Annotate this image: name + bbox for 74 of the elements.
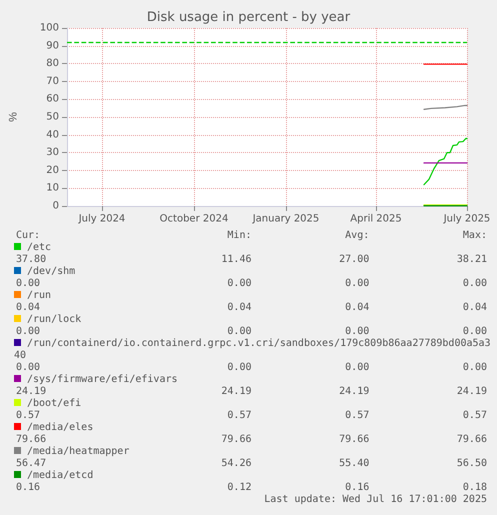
text: Max: (462, 230, 487, 242)
text: 0.00 (226, 326, 252, 338)
text: 54.26 (220, 458, 252, 470)
text: 0.04 (16, 302, 42, 314)
legend-label: /media/heatmapper (26, 446, 130, 458)
text: 56.47 (16, 458, 48, 470)
text: 37.80 (16, 254, 48, 266)
text: 56.50 (456, 458, 487, 470)
text: 24.19 (16, 386, 48, 398)
y-tick-label: 30 (46, 147, 59, 158)
text: 79.66 (16, 434, 48, 446)
text: 79.66 (456, 434, 487, 446)
text: 0.16 (16, 482, 42, 494)
text: 0.57 (16, 410, 42, 422)
text: 0.00 (226, 362, 252, 374)
text: Avg: (344, 230, 370, 242)
text: 79.66 (220, 434, 252, 446)
text: 0.00 (462, 362, 487, 374)
y-tick-label: 60 (46, 94, 59, 105)
text: 0.00 (16, 362, 42, 374)
legend-label: /boot/efi (26, 398, 82, 410)
text: 0.57 (344, 410, 370, 422)
y-tick-label: 40 (46, 129, 59, 140)
line-series (423, 138, 468, 186)
text: 0.04 (226, 302, 252, 314)
y-axis-title: % (8, 112, 20, 122)
y-tick-label: 0 (52, 200, 59, 212)
text: Min: (226, 230, 252, 242)
text: 0.00 (344, 362, 370, 374)
text: 0.00 (16, 326, 42, 338)
text: 55.40 (338, 458, 370, 470)
legend-label: /dev/shm (26, 266, 76, 278)
text: 24.19 (338, 386, 370, 398)
text: 0.04 (462, 302, 487, 314)
y-tick-label: 70 (46, 76, 59, 87)
text: Cur: (16, 230, 42, 242)
text: 11.46 (220, 254, 252, 266)
text: 0.12 (226, 482, 252, 494)
y-tick-label: 20 (46, 164, 59, 176)
x-tick-label: October 2024 (160, 214, 228, 224)
text: 0.00 (226, 278, 252, 290)
text: 38.21 (456, 254, 487, 266)
text: 0.18 (462, 482, 487, 494)
text: 27.00 (338, 254, 370, 266)
text: 0.57 (462, 410, 487, 422)
legend-label: /run/lock (26, 314, 82, 326)
y-tick-label: 80 (46, 58, 59, 70)
text: 79.66 (338, 434, 370, 446)
x-tick-label: July 2024 (78, 214, 126, 224)
legend-label: /media/eles (26, 422, 94, 434)
chart-title: Disk usage in percent - by year (146, 10, 351, 25)
legend-label: /run (26, 290, 52, 302)
y-tick-label: 90 (46, 40, 59, 52)
legend-label: /run/containerd/io.containerd.grpc.v1.cri/sandboxes/179c809b86aa27789bd00a5a340 (13, 338, 492, 362)
text: 0.16 (344, 482, 370, 494)
x-tick-label: January 2025 (252, 214, 320, 224)
y-tick-label: 50 (46, 112, 59, 122)
text: 24.19 (220, 386, 252, 398)
text: Last update: Wed Jul 16 17:01:00 2025 (263, 494, 488, 506)
text: 0.00 (462, 326, 487, 338)
y-tick-label: 10 (46, 182, 59, 194)
x-tick-label: July 2025 (442, 214, 490, 224)
legend-label: /media/etcd (26, 470, 94, 482)
legend-label: /sys/firmware/efi/efivars (26, 374, 179, 386)
text: 24.19 (456, 386, 487, 398)
text: 0.00 (344, 278, 370, 290)
text: 0.57 (226, 410, 252, 422)
text: 0.04 (344, 302, 370, 314)
text: 0.00 (462, 278, 487, 290)
text: 0.00 (344, 326, 370, 338)
legend-label: /etc (26, 242, 52, 254)
text: 0.00 (16, 278, 42, 290)
x-tick-label: April 2025 (350, 214, 402, 224)
y-tick-label: 100 (40, 22, 59, 34)
